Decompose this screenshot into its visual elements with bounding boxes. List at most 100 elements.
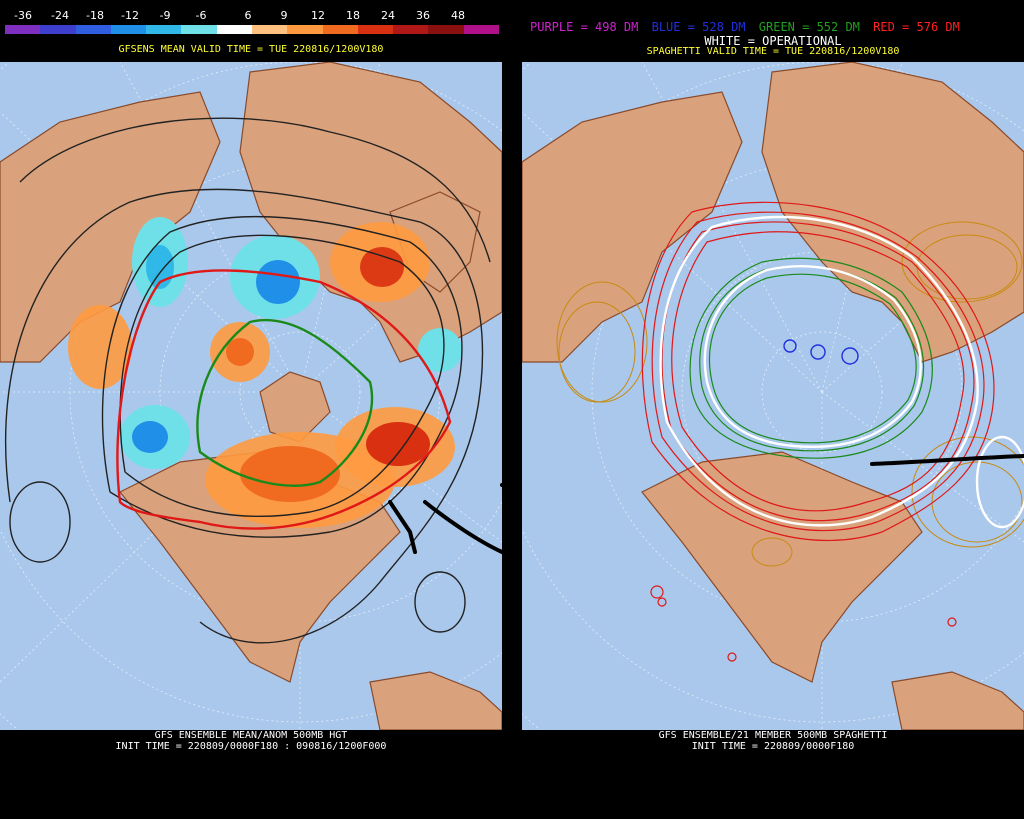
white-operational-contours [659,215,1024,529]
height-contour [414,571,466,633]
spaghetti-contour [947,617,957,627]
colorbar-cell [110,25,147,34]
landmass-south-america [891,671,1024,730]
spaghetti-contour [689,257,933,459]
tick-label: 18 [346,9,360,22]
anomaly-shading [68,217,462,528]
green-spaghetti-contours [689,257,933,459]
height-contour [9,481,71,563]
colorbar-cell [5,25,41,34]
red-spaghetti-contours [641,201,995,662]
landmass-europe [761,62,1024,363]
spaghetti-contour [931,461,1023,543]
spaghetti-contour [650,585,664,599]
anomaly-colorbar [5,25,499,34]
colorbar-cell [287,25,323,34]
green-552-contour [196,318,374,487]
black-marker-line [388,500,502,554]
colorbar-cell [463,25,499,34]
colorbar-cell [181,25,217,34]
legend-green: GREEN = 552 DM [758,20,860,34]
tick-label: -6 [195,9,207,22]
legend-red: RED = 576 DM [873,20,960,34]
right-footer-title: GFS ENSEMBLE/21 MEMBER 500MB SPAGHETTI [658,730,888,741]
tick-label: 9 [280,9,288,22]
spaghetti-contour [641,201,995,541]
black-marker-line [870,454,1024,466]
landmass-south-america [369,671,502,730]
spaghetti-contour [651,211,985,532]
left-footer-title: GFS ENSEMBLE MEAN/ANOM 500MB HGT [154,730,348,741]
height-contour [4,188,484,644]
right-map-title: SPAGHETTI VALID TIME = TUE 220816/1200V1… [646,46,900,57]
landmass-asia [522,91,743,363]
tick-label: -12 [121,9,139,22]
colorbar-cell [428,25,464,34]
anomaly-positive [226,338,254,366]
colorbar-cell [251,25,288,34]
colorbar-cell [357,25,394,34]
left-footer-init: INIT TIME = 220809/0000F180 : 090816/120… [115,741,387,752]
right-footer-init: INIT TIME = 220809/0000F180 [691,741,855,752]
spaghetti-contour [727,652,737,662]
height-contour [119,234,445,518]
spaghetti-contour [657,597,667,607]
spaghetti-contour [708,273,917,444]
red-576-contour [116,269,452,530]
colorbar-cell [393,25,429,34]
height-contour [19,117,491,263]
tick-label: 48 [451,9,465,22]
anomaly-positive [68,305,132,389]
landmass-layer [522,62,1024,730]
spaghetti-contour [699,265,925,452]
tick-label: 6 [244,9,252,22]
anomaly-positive [366,422,430,466]
anomaly-negative [132,421,168,453]
colorbar-cell [146,25,182,34]
colorbar-cell [322,25,358,34]
operational-contour [975,435,1024,529]
tick-label: 12 [311,9,325,22]
anomaly-positive [360,247,404,287]
spaghetti-contour [911,436,1024,548]
spaghetti-contour [901,221,1023,303]
colorbar-cell [75,25,111,34]
landmass-layer [0,62,502,730]
ensemble-mean-map [0,62,502,730]
spaghetti-contour [751,537,793,567]
spaghetti-contour [671,231,965,512]
tick-label: -24 [51,9,69,22]
tick-label: -9 [159,9,171,22]
blue-spaghetti-contours [783,339,859,365]
colorbar-ticks: -36 -24 -18 -12 -9 -6 6 9 12 18 24 36 48 [5,9,499,23]
legend-purple: PURPLE = 498 DM [530,20,639,34]
landmass-arctic-islands [259,371,331,443]
tick-label: 24 [381,9,395,22]
spaghetti-contour [841,347,859,365]
right-panel: PURPLE = 498 DM BLUE = 528 DM GREEN = 55… [522,0,1024,819]
anomaly-negative [256,260,300,304]
operational-576-contour [659,215,979,527]
spaghetti-map [522,62,1024,730]
spaghetti-contour [661,221,975,522]
spaghetti-contour [558,301,636,403]
spaghetti-contour [810,344,826,360]
left-panel: -36 -24 -18 -12 -9 -6 6 9 12 18 24 36 48… [0,0,502,819]
spaghetti-contour [783,339,797,353]
spaghetti-map-svg [522,62,1024,730]
anomaly-positive [240,446,340,502]
legend-white-operational: WHITE = OPERATIONAL [704,34,842,48]
ensemble-mean-map-svg [0,62,502,730]
contour-legend: PURPLE = 498 DM BLUE = 528 DM GREEN = 55… [530,20,1024,34]
landmass-north-america [641,451,923,683]
anomaly-negative [418,328,462,372]
legend-blue: BLUE = 528 DM [651,20,746,34]
colorbar-cell [40,25,76,34]
left-map-title: GFSENS MEAN VALID TIME = TUE 220816/1200… [118,44,384,55]
colorbar-cell [216,25,252,34]
tick-label: -18 [86,9,104,22]
height-contour [101,216,463,538]
tick-label: -36 [14,9,32,22]
mean-height-contours [4,117,491,644]
operational-552-contour [703,265,922,448]
